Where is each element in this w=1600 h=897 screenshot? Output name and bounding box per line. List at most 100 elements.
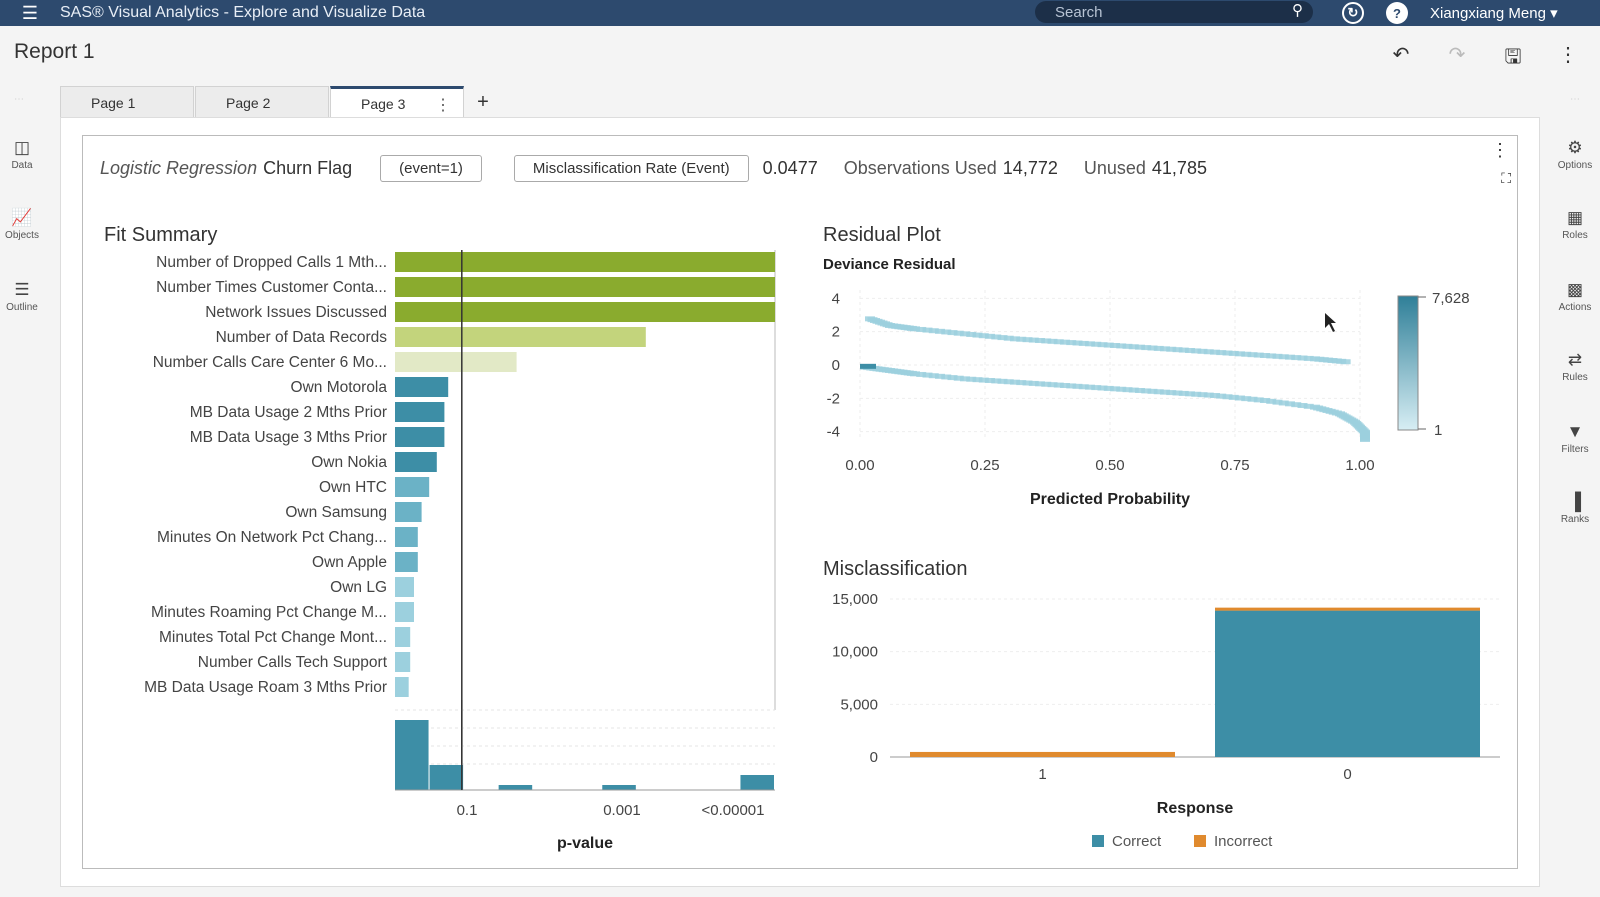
fit-summary-chart[interactable]: Number of Dropped Calls 1 Mth... Number T… <box>95 250 795 860</box>
tab-menu-icon[interactable]: ⋮ <box>435 97 451 114</box>
histogram-bar <box>395 720 429 790</box>
maximize-icon[interactable]: ⛶ <box>1501 170 1511 186</box>
residual-cell <box>978 377 989 383</box>
more-menu-icon[interactable]: ⋮ <box>1558 44 1578 66</box>
residual-cell <box>1141 388 1152 394</box>
fit-category-label: Minutes Total Pct Change Mont... <box>159 629 387 646</box>
unused-label: Unused <box>1083 157 1146 178</box>
fit-category-label: Minutes Roaming Pct Change M... <box>151 604 387 621</box>
residual-cell <box>985 333 995 339</box>
fit-tick-label: <0.00001 <box>702 802 765 819</box>
tab-page-1[interactable]: Page 1 <box>60 86 194 118</box>
residual-cell <box>947 330 958 336</box>
object-menu-icon[interactable]: ⋮ <box>1491 140 1509 160</box>
residual-cell <box>985 378 995 383</box>
actions-icon: ▩ <box>1566 280 1584 299</box>
residual-cell <box>1272 353 1283 359</box>
residual-cell <box>1303 355 1314 361</box>
undo-icon[interactable]: ↶ <box>1392 44 1410 66</box>
residual-cell <box>1166 390 1177 396</box>
rail-outline[interactable]: ☰ Outline <box>0 280 44 313</box>
residual-cell <box>1266 398 1277 404</box>
residual-xlabel: Predicted Probability <box>1030 491 1190 508</box>
histogram-bar <box>740 775 774 790</box>
help-icon[interactable]: ? <box>1386 2 1408 24</box>
residual-cell <box>991 334 1002 340</box>
tab-page-2[interactable]: Page 2 <box>195 86 329 118</box>
rail-objects[interactable]: 📈 Objects <box>0 208 44 241</box>
rail-ranks[interactable]: ▐ Ranks <box>1550 492 1600 525</box>
residual-cell <box>1291 402 1302 408</box>
fit-bar <box>395 477 430 497</box>
residual-cell <box>1241 351 1252 357</box>
residual-cell <box>991 378 1002 384</box>
residual-cell <box>1297 355 1308 361</box>
residual-cell <box>997 335 1008 341</box>
fit-bar <box>395 427 445 447</box>
residual-plot-chart[interactable]: 4 2 0 -2 -4 0.00 0.25 0.50 0.75 1.00 Predicted Pro… <box>820 280 1520 530</box>
residual-cell <box>960 376 970 382</box>
fit-bar <box>395 502 422 522</box>
residual-cell <box>1247 396 1258 402</box>
rail-outline-label: Outline <box>6 302 38 313</box>
misclass-x-tick: 1 <box>1038 766 1046 783</box>
residual-ylabel: Deviance Residual <box>823 256 956 273</box>
misclassification-chart[interactable]: 15,000 10,000 5,000 0 1 0 Response Correct Incor… <box>820 585 1520 860</box>
fit-category-label: MB Data Usage Roam 3 Mths Prior <box>144 679 387 696</box>
drag-handle-icon[interactable]: ⋯ <box>1570 94 1580 105</box>
save-icon[interactable]: 🖫 <box>1504 46 1522 68</box>
residual-cell <box>1035 338 1045 343</box>
residual-cell <box>1172 347 1183 353</box>
add-page-button[interactable]: + <box>477 90 489 113</box>
report-title: Report 1 <box>14 40 95 63</box>
residual-cell <box>1160 389 1170 395</box>
model-header: Logistic Regression Churn Flag (event=1)… <box>100 153 1207 183</box>
fit-category-label: Number Times Customer Conta... <box>156 279 387 296</box>
fit-category-label: Own Motorola <box>291 379 388 396</box>
residual-cell <box>953 330 964 336</box>
rail-rules[interactable]: ⇄ Rules <box>1550 350 1600 383</box>
histogram-bar <box>602 785 636 790</box>
residual-cell <box>953 375 964 381</box>
user-menu[interactable]: Xiangxiang Meng ▾ <box>1430 4 1558 22</box>
search-icon[interactable]: ⚲ <box>1292 2 1303 19</box>
metric-selector[interactable]: Misclassification Rate (Event) <box>513 154 749 182</box>
residual-cell <box>1285 401 1295 407</box>
event-selector[interactable]: (event=1) <box>380 154 482 182</box>
drag-handle-icon[interactable]: ⋯ <box>14 94 24 105</box>
tab-page-3[interactable]: Page 3 ⋮ <box>330 86 464 118</box>
legend-min-label: 1 <box>1434 422 1442 439</box>
rail-roles-label: Roles <box>1562 230 1588 241</box>
residual-cell <box>1047 382 1058 388</box>
model-name: Logistic Regression <box>100 157 258 178</box>
rail-roles[interactable]: ▦ Roles <box>1550 208 1600 241</box>
menu-icon[interactable]: ☰ <box>21 2 39 23</box>
residual-cell <box>978 333 989 339</box>
rail-actions[interactable]: ▩ Actions <box>1550 280 1600 313</box>
filter-icon: ▼ <box>1566 422 1584 441</box>
recent-icon[interactable]: ↻ <box>1342 2 1364 24</box>
residual-cell <box>1085 384 1095 390</box>
residual-cell <box>1222 394 1233 400</box>
residual-cell <box>1340 359 1351 365</box>
residual-cell <box>916 371 927 377</box>
rail-options[interactable]: ⚙ Options <box>1550 138 1600 171</box>
residual-cell <box>1185 391 1195 397</box>
residual-cell <box>935 328 945 334</box>
residual-cell <box>1297 403 1308 408</box>
residual-cell <box>997 378 1008 384</box>
residual-y-tick: 4 <box>832 290 840 307</box>
residual-cell <box>1147 345 1158 351</box>
redo-icon[interactable]: ↷ <box>1448 44 1466 66</box>
search-input[interactable]: Search ⚲ <box>1035 1 1313 23</box>
misclassification-title: Misclassification <box>823 558 968 580</box>
residual-cell <box>922 327 933 333</box>
residual-cell <box>941 374 952 380</box>
residual-cell <box>1060 339 1070 345</box>
fit-bar <box>395 627 411 647</box>
tab-label: Page 2 <box>226 94 271 111</box>
rail-data[interactable]: ◫ Data <box>0 138 44 171</box>
residual-cell <box>1116 343 1127 349</box>
legend-swatch-incorrect <box>1194 835 1206 847</box>
rail-filters[interactable]: ▼ Filters <box>1550 422 1600 455</box>
